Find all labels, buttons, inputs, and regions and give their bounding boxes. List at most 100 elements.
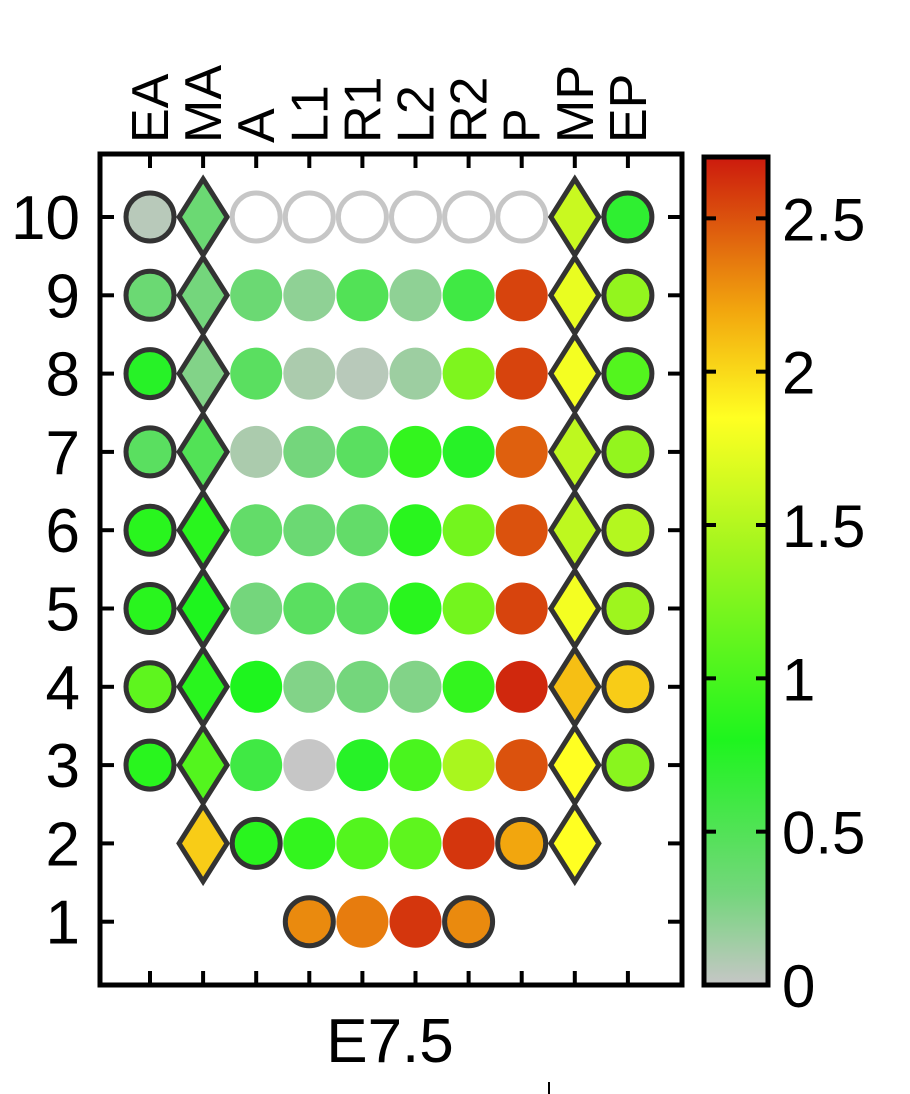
marker-row8-ep (601, 347, 655, 401)
marker-row9-r1 (336, 269, 389, 322)
marker-row10-mp (547, 174, 602, 260)
marker-row8-a (230, 347, 283, 400)
marker-row3-mp (547, 722, 602, 808)
marker-row8-mp (547, 330, 602, 417)
marker-row4-l1 (283, 660, 336, 713)
marker-row10-a (229, 190, 283, 244)
marker-row6-p (495, 504, 548, 557)
marker-row9-l2 (389, 269, 442, 322)
row-label-8: 8 (46, 341, 80, 410)
marker-row10-p (495, 190, 549, 244)
marker-row7-ea (123, 425, 177, 479)
marker-row8-ea (123, 347, 177, 401)
marker-row5-l2 (389, 582, 442, 635)
marker-row7-mp (547, 409, 602, 495)
row-label-2: 2 (46, 810, 80, 879)
marker-row9-p (495, 269, 548, 322)
marker-row7-r2 (442, 425, 495, 478)
marker-row8-p (495, 347, 548, 400)
marker-row8-r2 (442, 347, 495, 400)
colorbar-tick-label: 1.5 (782, 493, 865, 560)
marker-row8-l2 (389, 347, 442, 400)
marker-row3-r2 (442, 739, 495, 792)
marker-row7-p (495, 425, 548, 478)
marker-row5-p (495, 582, 548, 635)
marker-row6-r1 (336, 504, 389, 557)
marker-row9-ma (176, 252, 231, 338)
marker-row4-l2 (389, 660, 442, 713)
marker-row3-a (230, 739, 283, 792)
marker-row5-ep (601, 582, 655, 635)
marker-row4-ep (601, 660, 655, 714)
marker-row3-l2 (389, 739, 442, 792)
marker-row6-ep (601, 503, 655, 557)
marker-row9-mp (547, 252, 602, 338)
marker-row4-a (230, 660, 283, 713)
marker-row4-r1 (336, 660, 389, 713)
column-label-ma: MA (175, 65, 233, 143)
marker-row5-ma (176, 565, 231, 652)
marker-row2-r2 (442, 817, 495, 870)
marker-row7-l1 (283, 425, 336, 478)
column-label-mp: MP (547, 65, 605, 143)
marker-row6-l2 (389, 504, 442, 557)
marker-row7-ep (601, 425, 655, 479)
marker-row10-l2 (389, 190, 442, 244)
marker-row10-ep (601, 190, 655, 244)
marker-row8-l1 (283, 347, 336, 400)
marker-row3-ma (176, 722, 231, 808)
marker-row2-ma (176, 800, 231, 887)
marker-row9-ep (601, 268, 655, 322)
marker-row3-p (495, 739, 548, 792)
colorbar-tick-label: 1 (782, 646, 815, 713)
marker-row2-p (495, 816, 549, 870)
colorbar-tick-label: 0.5 (782, 800, 865, 867)
marker-row3-ea (123, 738, 177, 792)
marker-row2-r1 (336, 817, 389, 870)
marker-row1-r2 (442, 895, 496, 949)
marker-row3-ep (601, 738, 655, 792)
marker-row7-ma (176, 409, 231, 495)
marker-row6-l1 (283, 504, 336, 557)
data-markers (123, 174, 655, 949)
marker-row9-r2 (442, 269, 495, 322)
marker-row6-r2 (442, 504, 495, 557)
marker-row3-l1 (283, 739, 336, 792)
column-label-l1: L1 (281, 85, 339, 143)
marker-row1-l2 (389, 895, 442, 948)
column-label-r2: R2 (441, 77, 499, 143)
marker-row6-ma (176, 487, 231, 573)
marker-row2-a (229, 816, 283, 870)
marker-row8-r1 (336, 347, 389, 400)
column-label-l2: L2 (388, 85, 446, 143)
marker-row5-r2 (442, 582, 495, 635)
row-label-5: 5 (46, 576, 80, 645)
row-label-9: 9 (46, 262, 80, 331)
row-label-4: 4 (46, 654, 80, 723)
marker-row1-l1 (282, 895, 336, 949)
marker-row6-mp (547, 487, 602, 573)
colorbar-ticks: 0 0.5 1 1.5 2 2.5 (704, 186, 865, 1020)
marker-row5-a (230, 582, 283, 635)
marker-row7-l2 (389, 425, 442, 478)
marker-row4-ea (123, 660, 177, 714)
marker-row1-r1 (336, 895, 389, 948)
plot-frame (97, 151, 685, 988)
marker-row9-a (230, 269, 283, 322)
column-label-r1: R1 (334, 77, 392, 143)
marker-row3-r1 (336, 739, 389, 792)
row-label-3: 3 (46, 732, 80, 801)
marker-row9-ea (123, 268, 177, 322)
marker-row10-l1 (282, 190, 336, 244)
marker-row9-l1 (283, 269, 336, 322)
column-label-p: P (494, 108, 552, 143)
marker-row6-ea (123, 503, 177, 557)
marker-row10-ma (176, 174, 231, 260)
row-label-10: 10 (11, 184, 80, 253)
axis-ticks (100, 154, 682, 985)
colorbar-tick-label: 0 (782, 953, 815, 1020)
marker-row7-r1 (336, 425, 389, 478)
marker-row6-a (230, 504, 283, 557)
marker-row10-r2 (442, 190, 496, 244)
